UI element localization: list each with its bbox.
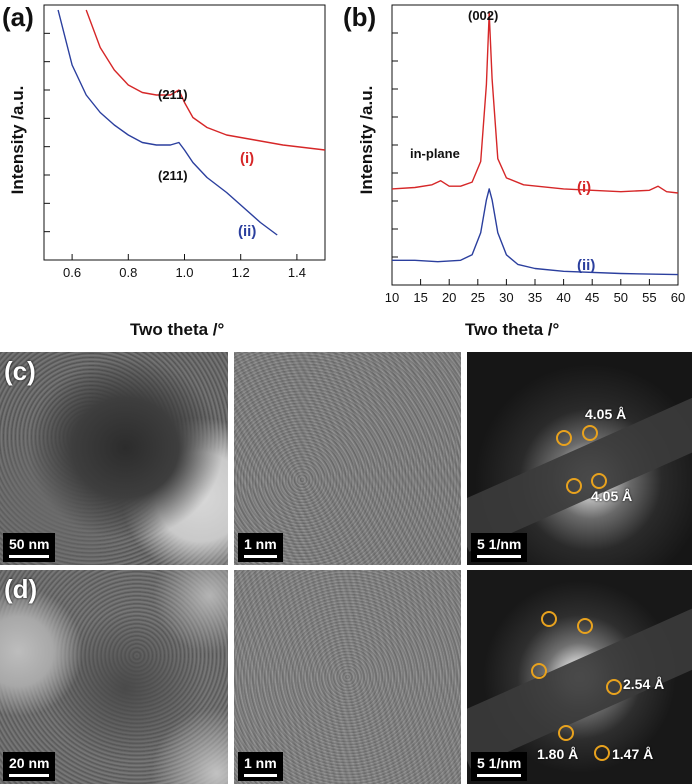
saed-d-spot-3 — [531, 663, 547, 679]
saed-d-spot-1 — [541, 611, 557, 627]
chart-b-xlabel: Two theta /° — [465, 320, 560, 339]
chart-a-frame — [43, 4, 326, 261]
chart-b-xtick-label-8: 50 — [614, 290, 628, 305]
chart-b-xtick-label-6: 40 — [556, 290, 570, 305]
chart-b-inplane-label: in-plane — [410, 146, 460, 161]
chart-b-xtick-label-4: 30 — [499, 290, 513, 305]
chart-b-frame — [391, 4, 679, 286]
chart-a-xtick-label-3: 1.2 — [232, 265, 250, 280]
tem-image-d-lowmag: 20 nm — [0, 570, 228, 784]
chart-b-series-label-i: (i) — [577, 179, 591, 196]
tem-image-c-lowmag: 50 nm — [0, 352, 228, 565]
saed-pattern-c: 4.05 Å 4.05 Å 5 1/nm — [467, 352, 692, 565]
panel-b-label: (b) — [343, 2, 377, 32]
panel-d-label: (d) — [4, 574, 38, 604]
scalebar-c-hrtem: 1 nm — [238, 533, 283, 562]
scalebar-d-saed-text: 5 1/nm — [477, 755, 522, 771]
saed-d-dspacing-3: 1.47 Å — [612, 746, 654, 762]
saed-c-spot-1 — [556, 430, 572, 446]
scalebar-d-lowmag: 20 nm — [3, 752, 56, 781]
chart-b-series-0 — [391, 12, 679, 194]
scalebar-c-lowmag-bar — [9, 555, 50, 558]
saed-c-beamstop — [467, 392, 692, 552]
chart-b-series-1 — [392, 188, 679, 276]
chart-a-xtick-label-0: 0.6 — [63, 265, 81, 280]
saed-pattern-d: 2.54 Å 1.80 Å 1.47 Å 5 1/nm — [467, 570, 692, 784]
chart-a-series-1 — [57, 9, 278, 236]
chart-b-xtick-label-10: 60 — [671, 290, 685, 305]
scalebar-c-hrtem-text: 1 nm — [244, 536, 277, 552]
saed-c-spot-3 — [566, 478, 582, 494]
scalebar-d-lowmag-bar — [9, 774, 50, 777]
chart-a-series-0 — [85, 9, 326, 151]
scalebar-c-saed: 5 1/nm — [471, 533, 528, 562]
saed-d-spot-2 — [577, 618, 593, 634]
panel-c-label: (c) — [4, 356, 36, 386]
chart-b: 10 15 20 25 30 35 40 45 50 55 60 (002) in-plane (i… — [385, 4, 685, 305]
scalebar-c-saed-text: 5 1/nm — [477, 536, 522, 552]
scalebar-d-hrtem: 1 nm — [238, 752, 283, 781]
saed-c-dspacing-1: 4.05 Å — [585, 406, 627, 422]
chart-b-xtick-label-1: 15 — [413, 290, 427, 305]
chart-b-peak-label: (002) — [468, 8, 498, 23]
saed-c-spot-2 — [582, 425, 598, 441]
chart-b-xtick-label-0: 10 — [385, 290, 399, 305]
chart-a-xlabel: Two theta /° — [130, 320, 225, 339]
tem-image-d-hrtem: 1 nm — [234, 570, 461, 784]
scalebar-d-hrtem-text: 1 nm — [244, 755, 277, 771]
saed-c-spot-4 — [591, 473, 607, 489]
chart-b-xtick-label-2: 20 — [442, 290, 456, 305]
chart-a-xtick-label-4: 1.4 — [288, 265, 306, 280]
tem-image-c-hrtem: 1 nm — [234, 352, 461, 565]
chart-a-series-label-ii: (ii) — [238, 223, 256, 240]
scalebar-c-lowmag: 50 nm — [3, 533, 56, 562]
saed-d-spot-6 — [594, 745, 610, 761]
chart-b-xtick-label-7: 45 — [585, 290, 599, 305]
scalebar-c-lowmag-text: 50 nm — [9, 536, 50, 552]
panel-a-label: (a) — [2, 2, 34, 32]
chart-a-xtick-label-2: 1.0 — [175, 265, 193, 280]
chart-a-peak-label-i: (211) — [158, 87, 188, 102]
chart-a-xtick-label-1: 0.8 — [119, 265, 137, 280]
scalebar-d-saed-bar — [477, 774, 522, 777]
scalebar-d-saed: 5 1/nm — [471, 752, 528, 781]
scalebar-d-hrtem-bar — [244, 774, 277, 777]
chart-a-series-label-i: (i) — [240, 150, 254, 167]
saed-c-dspacing-2: 4.05 Å — [591, 488, 633, 504]
chart-b-xtick-label-3: 25 — [471, 290, 485, 305]
saed-d-spot-4 — [606, 679, 622, 695]
saed-d-dspacing-1: 2.54 Å — [623, 676, 665, 692]
scalebar-d-lowmag-text: 20 nm — [9, 755, 50, 771]
scalebar-c-saed-bar — [477, 555, 522, 558]
chart-b-xtick-label-9: 55 — [642, 290, 656, 305]
chart-b-xtick-label-5: 35 — [528, 290, 542, 305]
chart-b-series-label-ii: (ii) — [577, 257, 595, 274]
saed-d-dspacing-2: 1.80 Å — [537, 746, 579, 762]
chart-a: 0.6 0.8 1.0 1.2 1.4 (211) (211) (i) (ii) — [43, 4, 326, 280]
scalebar-c-hrtem-bar — [244, 555, 277, 558]
saed-d-spot-5 — [558, 725, 574, 741]
chart-a-peak-label-ii: (211) — [158, 168, 188, 183]
